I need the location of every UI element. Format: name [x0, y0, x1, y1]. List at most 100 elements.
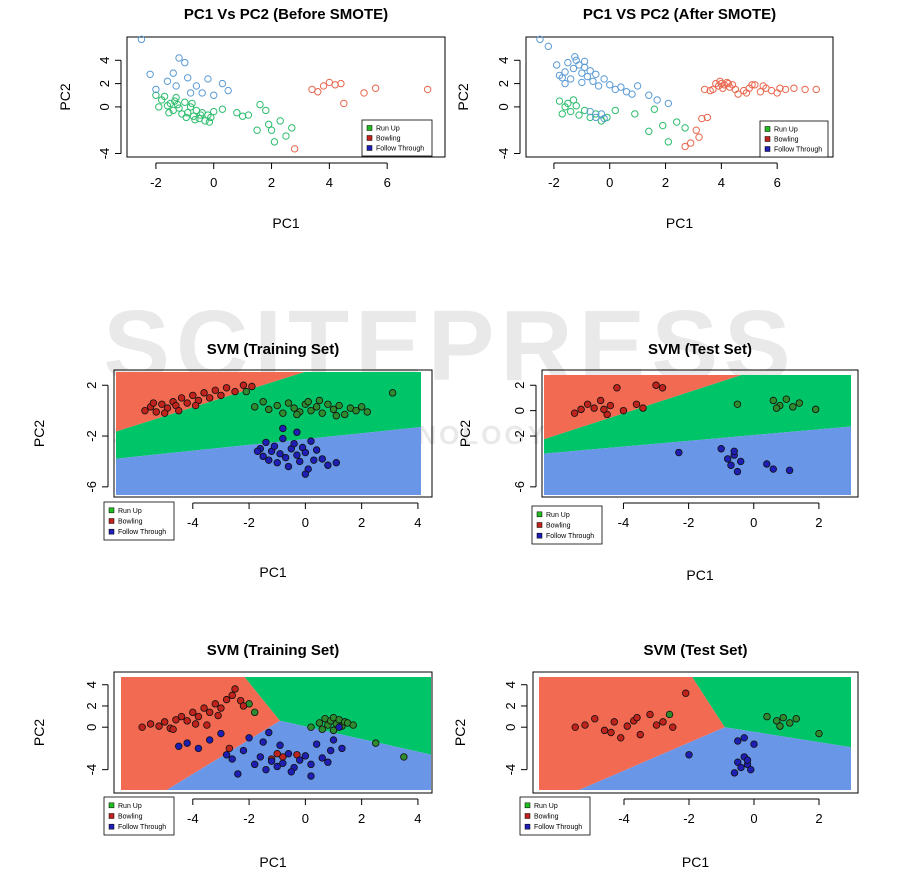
- x-tick-label: 2: [358, 515, 365, 530]
- point-bowling: [581, 721, 589, 729]
- point-follow-through: [600, 114, 608, 123]
- point-run-up: [572, 102, 580, 110]
- y-tick-label: 2: [97, 80, 112, 87]
- x-tick-label: 0: [302, 811, 309, 826]
- point-follow-through: [259, 738, 267, 746]
- point-run-up: [315, 719, 324, 727]
- x-tick-label: 0: [210, 175, 217, 190]
- point-run-up: [184, 109, 192, 117]
- point-follow-through: [675, 448, 683, 457]
- point-bowling: [596, 396, 605, 405]
- point-bowling: [591, 715, 599, 723]
- point-run-up: [673, 118, 681, 126]
- point-follow-through: [184, 74, 192, 82]
- point-bowling: [211, 386, 220, 395]
- point-follow-through: [279, 434, 287, 443]
- point-bowling: [217, 704, 225, 712]
- legend-box: [759, 120, 829, 158]
- point-follow-through: [183, 739, 191, 747]
- x-tick-label: 2: [815, 811, 822, 826]
- point-bowling: [571, 723, 579, 731]
- point-run-up: [363, 408, 371, 416]
- point-bowling: [759, 82, 767, 90]
- y-tick-label: -4: [97, 148, 112, 160]
- point-run-up: [253, 126, 261, 134]
- point-follow-through: [653, 96, 661, 104]
- legend-label: Run Up: [118, 803, 142, 810]
- point-follow-through: [273, 762, 281, 771]
- point-follow-through: [293, 428, 301, 436]
- point-bowling: [619, 406, 628, 415]
- legend-swatch-follow-through: [524, 823, 531, 830]
- point-follow-through: [234, 770, 242, 778]
- point-bowling: [686, 139, 695, 147]
- point-follow-through: [763, 460, 771, 468]
- point-bowling: [152, 408, 160, 416]
- point-follow-through: [335, 723, 343, 731]
- legend: Run Up Bowling Follow Through: [361, 119, 433, 157]
- point-run-up: [569, 96, 578, 104]
- data-points: [141, 381, 397, 478]
- y-tick-label: 4: [496, 57, 511, 64]
- point-run-up: [795, 399, 804, 407]
- point-bowling: [658, 384, 667, 392]
- point-bowling: [577, 405, 585, 414]
- x-tick-label: 0: [750, 515, 757, 530]
- point-run-up: [262, 106, 270, 115]
- point-bowling: [141, 406, 149, 415]
- legend-label: Follow Through: [376, 146, 424, 153]
- point-run-up: [259, 398, 267, 406]
- point-run-up: [318, 409, 326, 417]
- point-bowling: [222, 384, 231, 392]
- point-run-up: [372, 739, 380, 747]
- point-run-up: [178, 110, 186, 118]
- point-follow-through: [276, 741, 284, 749]
- point-bowling: [703, 113, 712, 122]
- point-follow-through: [580, 57, 589, 66]
- point-run-up: [349, 721, 357, 729]
- point-run-up: [324, 400, 332, 408]
- point-bowling: [583, 400, 592, 408]
- point-follow-through: [279, 424, 287, 433]
- point-follow-through: [628, 90, 636, 98]
- legend-label: Follow Through: [774, 147, 822, 154]
- point-follow-through: [152, 85, 160, 94]
- point-follow-through: [222, 751, 231, 759]
- point-run-up: [815, 729, 823, 738]
- point-bowling: [228, 691, 236, 700]
- point-follow-through: [253, 447, 262, 455]
- x-axis-label: PC1: [259, 854, 286, 870]
- point-follow-through: [717, 445, 725, 453]
- decision-regions: [539, 677, 851, 790]
- point-bowling: [203, 721, 211, 729]
- point-follow-through: [737, 457, 745, 466]
- y-tick-label: 4: [97, 57, 112, 64]
- plot-frame: [541, 369, 859, 498]
- legend-swatch-run-up: [524, 802, 531, 809]
- point-run-up: [152, 91, 160, 99]
- point-follow-through: [245, 734, 253, 742]
- point-bowling: [158, 400, 166, 408]
- point-follow-through: [276, 450, 284, 458]
- legend: Run Up Bowling Follow Through: [103, 501, 175, 541]
- y-tick-label: 0: [84, 724, 99, 731]
- point-run-up: [279, 409, 287, 417]
- point-bowling: [646, 710, 654, 719]
- chart-title: SVM (Test Set): [644, 642, 748, 659]
- point-bowling: [692, 126, 700, 134]
- point-run-up: [265, 405, 273, 414]
- point-follow-through: [312, 740, 321, 748]
- legend-swatch-bowling: [366, 135, 373, 141]
- point-bowling: [319, 82, 328, 90]
- legend-swatch-bowling: [764, 136, 771, 142]
- point-follow-through: [301, 470, 310, 478]
- legend-box: [361, 119, 433, 157]
- point-follow-through: [747, 765, 755, 774]
- point-follow-through: [329, 736, 338, 744]
- x-tick-label: 2: [358, 811, 365, 826]
- point-follow-through: [645, 91, 653, 99]
- y-tick-label: -2: [512, 430, 527, 442]
- point-follow-through: [734, 758, 742, 766]
- point-run-up: [273, 401, 281, 410]
- point-bowling: [681, 142, 689, 151]
